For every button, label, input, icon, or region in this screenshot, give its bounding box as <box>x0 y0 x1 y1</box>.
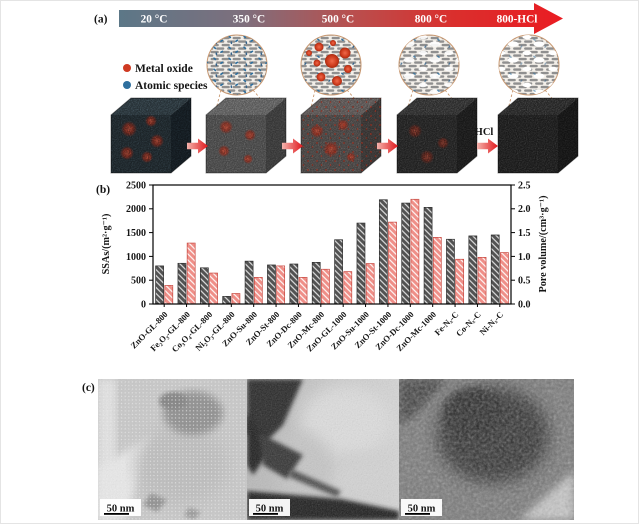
bar-porevol-Fe₂O₃-GL-800 <box>186 242 196 305</box>
bar-porevol-Co₃O₄-GL-800 <box>209 272 218 305</box>
carbon-cube-20c <box>110 97 192 174</box>
y-axis-label-right: Pore volume/(cm³·g⁻¹) <box>538 195 549 292</box>
panel-a-legend: Metal oxide Atomic species <box>123 63 208 92</box>
y-tick-label-right: 2.0 <box>518 204 531 215</box>
y-tick-label-left: 0 <box>141 299 146 310</box>
magnifier-inset-800hcl <box>498 34 567 118</box>
metal-oxide-spheres <box>306 40 352 86</box>
panel-b-label: (b) <box>96 184 110 196</box>
scale-bar-3: 50 nm <box>401 499 442 516</box>
carbon-cube-500c <box>300 97 382 174</box>
stage-arrow-4 <box>477 138 498 154</box>
tem-image-1: 50 nm <box>98 379 247 520</box>
y-tick-label-left: 1500 <box>126 228 146 239</box>
bar-ssa-ZnO-GL-1000 <box>334 239 343 305</box>
bar-porevol-ZnO-St-1000 <box>388 221 397 305</box>
panel-a-label: (a) <box>94 14 108 26</box>
stage-arrow-1 <box>187 138 208 154</box>
bar-ssa-ZnO-Mc-800 <box>311 261 321 305</box>
bar-ssa-ZnO-Mc-1000 <box>423 207 433 305</box>
bar-ssa-ZnO-Dc-1000 <box>401 202 411 305</box>
tem-image-2: 50 nm <box>247 379 399 520</box>
scale-bar-2-label: 50 nm <box>256 504 284 515</box>
panel-b-bar-chart: (b) SSAs/(m²·g⁻¹) Pore volume/(cm³·g⁻¹) … <box>96 180 549 354</box>
bar-porevol-Co-Nₓ-C <box>477 257 487 305</box>
bar-porevol-Ni₂O₃-GL-800 <box>231 293 241 305</box>
bar-porevol-ZnO-GL-1000 <box>343 271 353 305</box>
x-tick-label: Co-Nₓ-C <box>454 309 483 338</box>
atomic-species-dot-icon <box>123 81 131 89</box>
bar-porevol-ZnO-Su-800 <box>253 276 263 305</box>
bar-ssa-Co₃O₄-GL-800 <box>199 267 209 305</box>
bar-ssa-Fe-Nₓ-C <box>446 238 455 305</box>
scale-bar-3-label: 50 nm <box>408 504 436 515</box>
bar-porevol-ZnO-Dc-1000 <box>410 198 420 305</box>
carbon-cube-800c <box>396 97 478 174</box>
bar-porevol-ZnO-Su-1000 <box>365 263 375 305</box>
panel-c-label: (c) <box>82 382 95 394</box>
bar-ssa-Co-Nₓ-C <box>468 235 478 305</box>
plot-border <box>152 184 512 305</box>
temp-step-20c: 20 °C <box>141 14 168 26</box>
carbon-cube-350c <box>205 97 287 174</box>
panel-a-schematic: (a) 20 °C 350 °C 500 °C 800 °C 800-HCl M… <box>94 3 579 174</box>
y-tick-label-left: 2500 <box>126 180 146 191</box>
temp-step-500c: 500 °C <box>322 14 354 26</box>
temperature-gradient-arrow <box>119 3 563 34</box>
y-axis-label-left: SSAs/(m²·g⁻¹) <box>101 214 112 275</box>
bar-porevol-ZnO-Mc-1000 <box>432 237 442 305</box>
y-tick-label-left: 1000 <box>126 252 146 263</box>
y-tick-label-right: 0.0 <box>518 299 531 310</box>
bar-porevol-ZnO-Mc-800 <box>321 268 330 305</box>
bar-ssa-Ni-Nₓ-C <box>490 234 500 305</box>
y-tick-label-left: 500 <box>131 276 146 287</box>
bar-ssa-Fe₂O₃-GL-800 <box>177 262 187 305</box>
y-tick-label-right: 1.0 <box>518 252 531 263</box>
scale-bar-1: 50 nm <box>100 499 141 516</box>
bar-ssa-Ni₂O₃-GL-800 <box>222 296 232 305</box>
x-tick-label: Ni-Nₓ-C <box>478 309 506 337</box>
bar-ssa-ZnO-Su-800 <box>244 260 254 305</box>
y-tick-label-right: 0.5 <box>518 276 531 287</box>
metal-oxide-dot-icon <box>123 64 131 72</box>
bar-porevol-ZnO-Dc-800 <box>298 276 308 305</box>
bar-ssa-ZnO-Dc-800 <box>289 263 299 305</box>
atomic-species-label: Atomic species <box>135 80 208 92</box>
bar-ssa-ZnO-St-800 <box>267 264 276 305</box>
stage-arrow-3 <box>377 138 398 154</box>
bar-ssa-ZnO-GL-800 <box>155 265 164 305</box>
bar-ssa-ZnO-St-1000 <box>378 199 388 305</box>
hcl-arrow-label: HCl <box>475 127 494 138</box>
temp-step-350c: 350 °C <box>233 14 265 26</box>
y-tick-label-left: 2000 <box>126 204 146 215</box>
scale-bar-1-label: 50 nm <box>107 504 135 515</box>
bar-porevol-ZnO-St-800 <box>276 265 286 305</box>
magnifier-inset-500c <box>300 34 370 118</box>
temp-step-800c: 800 °C <box>415 14 447 26</box>
panel-c-tem-images: (c) 50 nm 50 nm <box>82 379 574 520</box>
y-tick-label-right: 1.5 <box>518 228 531 239</box>
bar-ssa-ZnO-Su-1000 <box>356 222 366 305</box>
temp-step-800hcl: 800-HCl <box>497 14 538 26</box>
tem-image-3: 50 nm <box>399 379 574 520</box>
metal-oxide-label: Metal oxide <box>135 63 193 75</box>
carbon-cube-800hcl <box>497 97 579 174</box>
y-tick-label-right: 2.5 <box>518 180 531 191</box>
bar-porevol-ZnO-GL-800 <box>164 285 174 305</box>
chart-plot-area: 050010001500200025000.00.51.01.52.02.5Zn… <box>126 180 531 354</box>
magnifier-inset-800c <box>398 34 466 118</box>
scale-bar-2: 50 nm <box>249 499 290 516</box>
bar-porevol-Fe-Nₓ-C <box>455 258 465 305</box>
magnifier-inset-350c <box>206 34 275 118</box>
bar-porevol-Ni-Nₓ-C <box>500 252 509 305</box>
stage-arrow-2 <box>282 138 303 154</box>
